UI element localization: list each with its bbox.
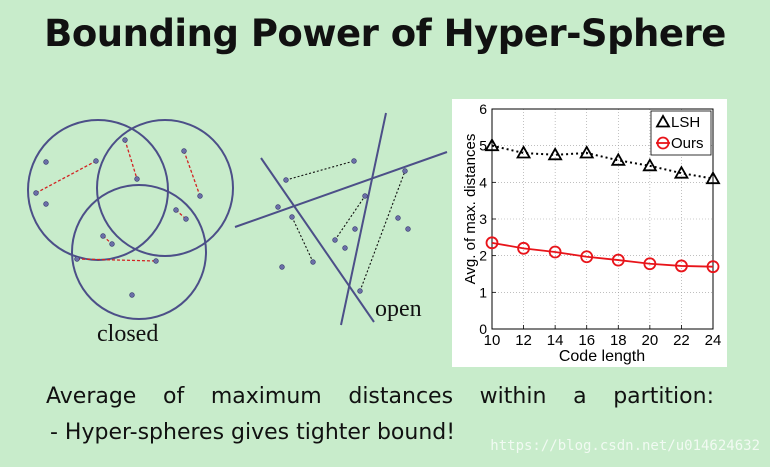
y-tick-label: 3: [479, 211, 487, 227]
red-dash-line: [76, 258, 157, 262]
slide-title: Bounding Power of Hyper-Sphere: [44, 12, 726, 55]
black-dash-line: [334, 195, 366, 241]
black-dash-line: [285, 160, 355, 181]
y-axis-label: Avg. of max. distances: [462, 134, 479, 285]
data-point: [351, 158, 357, 164]
closed-points: [33, 137, 203, 298]
hyperplanes: [234, 112, 448, 326]
data-point: [332, 237, 338, 243]
data-point-lsh: [484, 137, 500, 152]
data-point-lsh: [579, 145, 595, 159]
hyperplane-line: [340, 112, 387, 326]
sphere-circle-bottom: [71, 184, 207, 320]
data-point: [283, 177, 289, 183]
data-point: [109, 241, 115, 247]
sphere-circles: [27, 119, 234, 320]
data-point-ours: [517, 241, 530, 255]
data-point: [100, 233, 106, 239]
data-point-ours: [548, 245, 562, 259]
x-axis-label: Code length: [559, 348, 645, 365]
hyperplane-line: [234, 151, 448, 228]
data-point-lsh: [673, 165, 689, 179]
sphere-circle-right: [96, 119, 234, 257]
data-point: [357, 288, 363, 294]
data-point: [134, 176, 140, 182]
data-point-lsh: [705, 170, 721, 185]
data-point-ours: [611, 253, 625, 267]
chart-legend: LSH Ours: [650, 110, 712, 156]
series-line-lsh: [491, 144, 714, 180]
closed-max-distance-lines: [35, 139, 201, 262]
data-point-ours: [643, 257, 657, 271]
data-point: [289, 214, 295, 220]
data-point: [197, 193, 203, 199]
red-dash-line: [35, 160, 97, 194]
data-point: [362, 193, 368, 199]
data-point: [153, 258, 159, 264]
x-tick-label: 18: [610, 332, 627, 349]
data-point: [181, 148, 187, 154]
data-point: [405, 226, 411, 232]
x-tick-label: 14: [547, 332, 564, 349]
data-point: [310, 259, 316, 265]
chart-series: [484, 137, 721, 274]
caption-line-2: - Hyper-spheres gives tighter bound!: [50, 420, 456, 445]
data-point: [93, 158, 99, 164]
x-tick-label: 16: [578, 332, 595, 349]
black-dash-line: [359, 170, 406, 292]
data-point: [395, 215, 401, 221]
data-point: [43, 159, 49, 165]
x-tick-label: 12: [515, 332, 532, 349]
y-tick-label: 0: [479, 321, 487, 337]
legend-marker-lsh: [655, 114, 671, 128]
data-point-ours: [485, 236, 499, 250]
data-point-ours: [706, 260, 720, 274]
data-point-lsh: [516, 145, 532, 159]
data-point: [43, 201, 49, 207]
y-tick-label: 4: [479, 174, 487, 190]
data-point-lsh: [610, 152, 626, 166]
y-tick-label: 6: [479, 101, 487, 117]
data-point: [129, 292, 135, 298]
open-points: [275, 158, 411, 294]
y-tick-label: 1: [479, 284, 487, 300]
x-tick-label: 22: [673, 332, 690, 349]
y-tick-label: 5: [479, 138, 487, 154]
open-label: open: [375, 296, 422, 322]
y-tick-label: 2: [479, 248, 487, 264]
data-point: [402, 168, 408, 174]
closed-label: closed: [97, 321, 158, 347]
data-point: [275, 204, 281, 210]
legend-label-ours: Ours: [671, 135, 704, 152]
data-point: [183, 216, 189, 222]
legend-label-lsh: LSH: [671, 114, 700, 131]
data-point-ours: [675, 259, 688, 273]
data-point: [279, 264, 285, 270]
data-point-lsh: [642, 158, 658, 172]
data-point: [33, 190, 39, 196]
red-dash-line: [124, 139, 138, 180]
hyperplane-line: [260, 157, 375, 323]
data-point-lsh: [547, 147, 563, 161]
data-point: [74, 256, 80, 262]
x-tick-label: 20: [642, 332, 659, 349]
data-point-ours: [580, 250, 594, 264]
open-max-distance-lines: [285, 160, 406, 292]
x-tick-label: 24: [705, 332, 722, 349]
data-point: [352, 226, 358, 232]
red-dash-line: [183, 150, 201, 197]
data-point: [342, 245, 348, 251]
x-tick-label: 10: [484, 332, 501, 349]
data-point: [173, 207, 179, 213]
caption-line-1: Average of maximum distances within a pa…: [46, 384, 714, 409]
watermark: https://blog.csdn.net/u014624632: [490, 438, 760, 454]
data-point: [122, 137, 128, 143]
black-dash-line: [291, 216, 314, 263]
